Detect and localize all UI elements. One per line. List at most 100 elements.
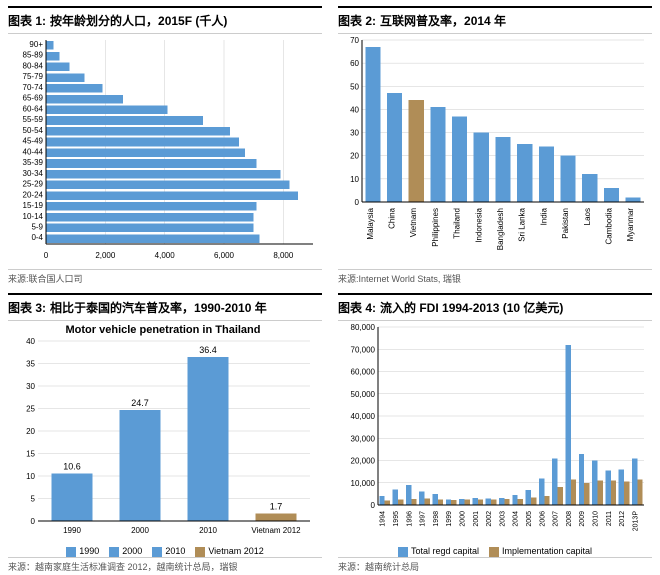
svg-text:10-14: 10-14 (23, 212, 44, 221)
svg-text:50-54: 50-54 (23, 126, 44, 135)
svg-text:80,000: 80,000 (351, 323, 376, 332)
chart3-title: 图表 3: 相比于泰国的汽车普及率，1990-2010 年 (8, 293, 322, 321)
svg-text:70-74: 70-74 (23, 83, 44, 92)
svg-text:5-9: 5-9 (31, 223, 43, 232)
svg-text:90+: 90+ (29, 40, 43, 49)
svg-text:20: 20 (350, 152, 359, 161)
svg-text:2006: 2006 (539, 511, 546, 527)
svg-text:15-19: 15-19 (23, 201, 44, 210)
svg-text:1998: 1998 (433, 511, 440, 527)
svg-text:10.6: 10.6 (63, 461, 81, 471)
svg-text:25-29: 25-29 (23, 180, 44, 189)
panel-fdi: 图表 4: 流入的 FDI 1994-2013 (10 亿美元) 0 10,000… (330, 287, 660, 575)
svg-text:Motor vehicle penetration in T: Motor vehicle penetration in Thailand (66, 324, 261, 336)
svg-text:1997: 1997 (420, 511, 427, 527)
svg-text:2003: 2003 (499, 511, 506, 527)
svg-text:25: 25 (26, 405, 35, 414)
svg-text:China: China (388, 207, 397, 228)
svg-text:1995: 1995 (393, 511, 400, 527)
svg-text:80-84: 80-84 (23, 61, 44, 70)
svg-text:Vietnam: Vietnam (409, 208, 418, 238)
chart4-title: 图表 4: 流入的 FDI 1994-2013 (10 亿美元) (338, 293, 652, 321)
panel-population: 图表 1: 按年龄划分的人口，2015F (千人) 02,0004,0006,0… (0, 0, 330, 287)
svg-text:Vietnam 2012: Vietnam 2012 (251, 526, 301, 535)
svg-text:1994: 1994 (380, 511, 387, 527)
chart2-source: 来源:Internet World Stats, 瑞银 (338, 269, 652, 285)
svg-text:2012: 2012 (619, 511, 626, 527)
dashboard-grid: 图表 1: 按年龄划分的人口，2015F (千人) 02,0004,0006,0… (0, 0, 660, 575)
svg-text:10: 10 (26, 472, 35, 481)
svg-text:2005: 2005 (526, 511, 533, 527)
svg-text:Sri Lanka: Sri Lanka (518, 207, 527, 241)
chart1-source: 来源:联合国人口司 (8, 269, 322, 285)
svg-text:2004: 2004 (513, 511, 520, 527)
svg-text:India: India (539, 207, 548, 225)
svg-text:55-59: 55-59 (23, 115, 44, 124)
chart2-plot: 010203040506070MalaysiaChinaVietnamPhili… (338, 34, 652, 269)
svg-text:2000: 2000 (131, 526, 149, 535)
svg-text:2011: 2011 (606, 511, 613, 526)
chart3-legend: 199020002010Vietnam 2012 (8, 546, 322, 557)
svg-text:2007: 2007 (553, 511, 560, 527)
chart3-plot: Motor vehicle penetration in Thailand051… (8, 321, 322, 546)
svg-text:2010: 2010 (592, 511, 599, 527)
svg-text:0: 0 (371, 501, 376, 510)
svg-text:1.7: 1.7 (270, 501, 283, 511)
panel-vehicle: 图表 3: 相比于泰国的汽车普及率，1990-2010 年 Motor vehi… (0, 287, 330, 575)
svg-text:Myanmar: Myanmar (626, 208, 635, 242)
svg-text:24.7: 24.7 (131, 398, 149, 408)
svg-text:35-39: 35-39 (23, 158, 44, 167)
svg-text:45-49: 45-49 (23, 137, 44, 146)
svg-text:85-89: 85-89 (23, 51, 44, 60)
chart2-title: 图表 2: 互联网普及率，2014 年 (338, 6, 652, 34)
svg-text:2010: 2010 (199, 526, 217, 535)
svg-text:2013P: 2013P (632, 511, 639, 532)
svg-text:40-44: 40-44 (23, 147, 44, 156)
svg-text:60,000: 60,000 (351, 368, 376, 377)
svg-text:35: 35 (26, 360, 35, 369)
svg-text:75-79: 75-79 (23, 72, 44, 81)
svg-text:Laos: Laos (583, 208, 592, 225)
panel-internet: 图表 2: 互联网普及率，2014 年 010203040506070Malay… (330, 0, 660, 287)
svg-text:Thailand: Thailand (453, 208, 462, 239)
svg-text:20,000: 20,000 (351, 457, 376, 466)
chart4-plot: 010,00020,00030,00040,00050,00060,00070,… (338, 321, 652, 546)
svg-text:6,000: 6,000 (214, 251, 235, 260)
svg-text:2002: 2002 (486, 511, 493, 527)
svg-text:2009: 2009 (579, 511, 586, 527)
svg-text:Pakistan: Pakistan (561, 208, 570, 239)
svg-text:20-24: 20-24 (23, 190, 44, 199)
svg-text:Indonesia: Indonesia (474, 207, 483, 242)
svg-text:1990: 1990 (63, 526, 81, 535)
svg-text:50: 50 (350, 82, 359, 91)
svg-text:70: 70 (350, 36, 359, 45)
svg-text:Bangladesh: Bangladesh (496, 208, 505, 250)
chart3-source: 来源：越南家庭生活标准调查 2012，越南统计总局，瑞银 (8, 557, 322, 573)
svg-text:Malaysia: Malaysia (366, 207, 375, 239)
svg-text:2008: 2008 (566, 511, 573, 527)
svg-text:50,000: 50,000 (351, 390, 376, 399)
svg-text:65-69: 65-69 (23, 94, 44, 103)
svg-text:10,000: 10,000 (351, 479, 376, 488)
svg-text:36.4: 36.4 (199, 345, 217, 355)
chart1-plot: 02,0004,0006,0008,00090+85-8980-8475-797… (8, 34, 322, 269)
svg-text:30: 30 (350, 129, 359, 138)
svg-text:40: 40 (26, 337, 35, 346)
svg-text:70,000: 70,000 (351, 345, 376, 354)
svg-text:0-4: 0-4 (31, 233, 43, 242)
svg-text:30-34: 30-34 (23, 169, 44, 178)
svg-text:10: 10 (350, 175, 359, 184)
svg-text:30: 30 (26, 382, 35, 391)
svg-text:0: 0 (44, 251, 49, 260)
svg-text:1999: 1999 (446, 511, 453, 527)
svg-text:2000: 2000 (459, 511, 466, 527)
svg-text:30,000: 30,000 (351, 434, 376, 443)
svg-text:15: 15 (26, 450, 35, 459)
svg-text:40: 40 (350, 105, 359, 114)
chart4-legend: Total regd capitalImplementation capital (338, 546, 652, 557)
svg-text:60-64: 60-64 (23, 104, 44, 113)
svg-text:8,000: 8,000 (273, 251, 294, 260)
svg-text:20: 20 (26, 427, 35, 436)
svg-text:5: 5 (31, 495, 36, 504)
chart1-title: 图表 1: 按年龄划分的人口，2015F (千人) (8, 6, 322, 34)
